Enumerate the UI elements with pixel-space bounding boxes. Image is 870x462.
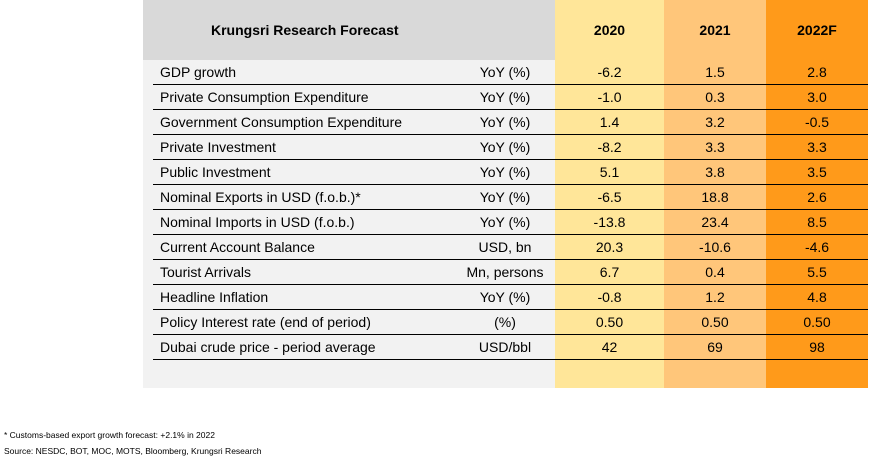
value-2021: 23.4 — [701, 214, 729, 230]
row-unit: (%) — [494, 314, 516, 330]
value-2022f: 4.8 — [807, 289, 827, 305]
value-2021: 0.4 — [705, 264, 725, 280]
value-2020: -6.2 — [597, 64, 622, 80]
value-2022f: 3.0 — [807, 89, 827, 105]
table-row: Tourist Arrivals Mn, persons 6.7 0.4 5.5 — [143, 260, 868, 285]
table-body: GDP growth YoY (%) -6.2 1.5 2.8 Private Consu… — [143, 60, 868, 388]
value-2022f: 3.3 — [807, 139, 827, 155]
value-2021: 18.8 — [701, 189, 729, 205]
table-row: Policy Interest rate (end of period) (%) 0… — [143, 310, 868, 335]
table-title: Krungsri Research Forecast — [143, 0, 555, 60]
row-divider — [153, 159, 868, 160]
table-row: GDP growth YoY (%) -6.2 1.5 2.8 — [143, 60, 868, 85]
row-unit: YoY (%) — [479, 114, 531, 130]
row-divider — [153, 284, 868, 285]
row-label: Headline Inflation — [160, 289, 269, 305]
value-2021: 3.3 — [705, 139, 725, 155]
value-2021: 3.8 — [705, 164, 725, 180]
value-2021: -10.6 — [699, 239, 731, 255]
forecast-table: Krungsri Research Forecast 2020 2021 202… — [143, 0, 868, 388]
row-label: Nominal Exports in USD (f.o.b.)* — [160, 189, 361, 205]
row-unit: USD/bbl — [478, 339, 532, 355]
row-label: Private Consumption Expenditure — [160, 89, 369, 105]
value-2020: 20.3 — [595, 239, 624, 255]
value-2020: -1.0 — [597, 89, 622, 105]
table-row: Nominal Exports in USD (f.o.b.)* YoY (%) -… — [143, 185, 868, 210]
row-divider — [153, 109, 868, 110]
row-divider — [153, 134, 868, 135]
row-unit: YoY (%) — [479, 89, 531, 105]
value-2020: 0.50 — [595, 314, 624, 330]
row-divider — [153, 209, 868, 210]
value-2021: 1.2 — [705, 289, 725, 305]
table-row: Private Investment YoY (%) -8.2 3.3 3.3 — [143, 135, 868, 160]
row-divider — [153, 184, 868, 185]
table-header: Krungsri Research Forecast 2020 2021 202… — [143, 0, 868, 60]
row-label: Private Investment — [160, 139, 276, 155]
row-unit: YoY (%) — [479, 64, 531, 80]
value-2022f: 8.5 — [807, 214, 827, 230]
table-row: Current Account Balance USD, bn 20.3 -10.6 -… — [143, 235, 868, 260]
value-2021: 0.3 — [705, 89, 725, 105]
row-unit: YoY (%) — [479, 164, 531, 180]
row-label: Government Consumption Expenditure — [160, 114, 403, 130]
value-2020: 6.7 — [599, 264, 620, 280]
table-row: Private Consumption Expenditure YoY (%) -1… — [143, 85, 868, 110]
row-divider — [153, 259, 868, 260]
value-2022f: 5.5 — [807, 264, 827, 280]
value-2020: -13.8 — [593, 214, 626, 230]
row-divider — [153, 234, 868, 235]
row-divider — [153, 334, 868, 335]
table-row: Dubai crude price - period average USD/bb… — [143, 335, 868, 360]
table-row: Headline Inflation YoY (%) -0.8 1.2 4.8 — [143, 285, 868, 310]
value-2021: 1.5 — [705, 64, 725, 80]
value-2020: 5.1 — [599, 164, 620, 180]
value-2021: 69 — [707, 339, 723, 355]
row-label: Current Account Balance — [160, 239, 315, 255]
value-2022f: 2.6 — [807, 189, 827, 205]
year-header-2020: 2020 — [555, 0, 664, 60]
value-2020: 42 — [601, 339, 618, 355]
year-header-2022f: 2022F — [766, 0, 868, 60]
value-2022f: 3.5 — [807, 164, 827, 180]
row-label: Tourist Arrivals — [160, 264, 252, 280]
value-2020: -8.2 — [597, 139, 622, 155]
value-2022f: -0.5 — [804, 114, 830, 130]
footnote: * Customs-based export growth forecast: … — [4, 430, 215, 440]
row-label: GDP growth — [160, 64, 236, 80]
row-unit: YoY (%) — [479, 189, 531, 205]
source-note: Source: NESDC, BOT, MOC, MOTS, Bloomberg… — [4, 446, 262, 456]
table-row: Public Investment YoY (%) 5.1 3.8 3.5 — [143, 160, 868, 185]
row-unit: USD, bn — [478, 239, 532, 255]
row-divider — [153, 309, 868, 310]
value-2022f: 0.50 — [803, 314, 831, 330]
row-unit: YoY (%) — [479, 139, 531, 155]
row-label: Policy Interest rate (end of period) — [160, 314, 371, 330]
row-divider — [153, 84, 868, 85]
row-label: Nominal Imports in USD (f.o.b.) — [160, 214, 355, 230]
table-row: Government Consumption Expenditure YoY (%… — [143, 110, 868, 135]
row-unit: YoY (%) — [479, 214, 531, 230]
table-row: Nominal Imports in USD (f.o.b.) YoY (%) -1… — [143, 210, 868, 235]
row-divider — [153, 359, 868, 360]
value-2022f: 2.8 — [807, 64, 827, 80]
year-header-2021: 2021 — [664, 0, 766, 60]
row-label: Public Investment — [160, 164, 271, 180]
value-2020: -6.5 — [597, 189, 622, 205]
value-2020: 1.4 — [599, 114, 620, 130]
row-unit: Mn, persons — [466, 264, 544, 280]
row-label: Dubai crude price - period average — [160, 339, 376, 355]
row-unit: YoY (%) — [479, 289, 531, 305]
value-2022f: 98 — [809, 339, 825, 355]
value-2021: 3.2 — [705, 114, 725, 130]
value-2020: -0.8 — [597, 289, 622, 305]
value-2022f: -4.6 — [804, 239, 830, 255]
value-2021: 0.50 — [701, 314, 729, 330]
